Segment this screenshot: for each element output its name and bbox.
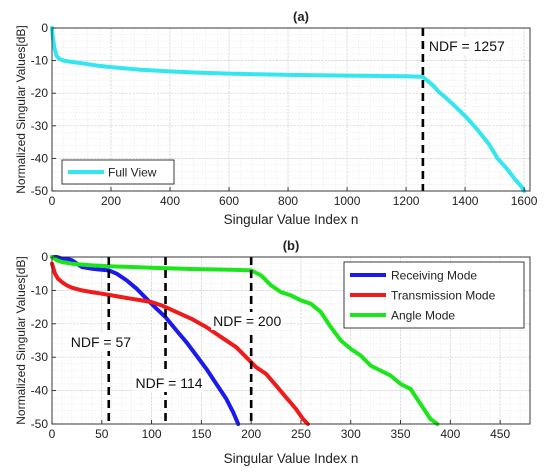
panel-b-series xyxy=(50,255,440,426)
ndf-1257-label-background xyxy=(426,37,507,55)
y-tick-label: -20 xyxy=(31,86,49,100)
panel-a-title: (a) xyxy=(293,9,309,24)
ndf-114-label-background xyxy=(133,374,205,392)
panel-a-legend: Full View xyxy=(61,159,175,185)
y-tick-label: 0 xyxy=(41,21,48,35)
ndf-1257-label: NDF = 1257 xyxy=(429,38,505,54)
x-tick-label: 200 xyxy=(241,427,261,441)
ndf-200-label-background xyxy=(211,312,284,330)
series-transmission-mode xyxy=(50,261,310,426)
x-tick-label: 200 xyxy=(101,194,121,208)
legend-label-angle-mode: Angle Mode xyxy=(391,309,455,323)
legend-label-full-view: Full View xyxy=(108,166,157,180)
panel-b-yticks: 0 -10 -20 -30 -40 -50 xyxy=(31,250,56,431)
ndf-200-label: NDF = 200 xyxy=(213,313,281,329)
x-tick-label: 800 xyxy=(278,194,298,208)
panel-a-plot-border xyxy=(51,27,531,192)
x-tick-label: 450 xyxy=(490,427,510,441)
panel-a-xticks: 0 200 400 600 800 1000 1200 1400 1600 xyxy=(49,187,538,208)
ndf-57-label: NDF = 57 xyxy=(71,334,132,350)
y-tick-label: -10 xyxy=(31,283,49,297)
y-tick-label: -20 xyxy=(31,317,49,331)
panel-a-x-axis-label: Singular Value Index n xyxy=(224,212,359,227)
legend-label-transmission-mode: Transmission Mode xyxy=(391,289,496,303)
panel-b-x-axis-label: Singular Value Index n xyxy=(224,451,359,466)
y-tick-label: -40 xyxy=(31,384,49,398)
x-tick-label: 1600 xyxy=(511,194,538,208)
series-receiving-mode xyxy=(50,255,241,426)
y-tick-label: 0 xyxy=(41,250,48,264)
x-tick-label: 350 xyxy=(391,427,411,441)
x-tick-label: 100 xyxy=(142,427,162,441)
x-tick-label: 0 xyxy=(49,194,56,208)
x-tick-label: 1200 xyxy=(393,194,420,208)
x-tick-label: 150 xyxy=(191,427,211,441)
panel-a-y-axis-label: Normalized Singular Values[dB] xyxy=(14,25,28,194)
x-tick-label: 600 xyxy=(219,194,239,208)
y-tick-label: -50 xyxy=(31,417,49,431)
panel-b-annotations: NDF = 57 NDF = 114 NDF = 200 xyxy=(68,257,284,424)
y-tick-label: -30 xyxy=(31,119,49,133)
panel-b-title: (b) xyxy=(283,238,300,253)
panel-b-plot-border xyxy=(51,256,531,425)
panel-a-series xyxy=(50,26,527,193)
panel-b-y-axis-label: Normalized Singular Values[dB] xyxy=(14,256,28,425)
x-tick-label: 1400 xyxy=(452,194,479,208)
x-tick-label: 1000 xyxy=(334,194,361,208)
x-tick-label: 0 xyxy=(49,427,56,441)
y-tick-label: -40 xyxy=(31,151,49,165)
y-tick-label: -30 xyxy=(31,350,49,364)
x-tick-label: 300 xyxy=(341,427,361,441)
y-tick-label: -50 xyxy=(31,184,49,198)
x-tick-label: 50 xyxy=(95,427,109,441)
panel-a: (a) NDF = 1257 0 200 400 600 800 1000 1200 1400… xyxy=(14,9,538,227)
series-angle-mode xyxy=(50,255,440,426)
panel-b: (b) NDF = 57 NDF = 114 NDF = 200 0 50 100 150… xyxy=(14,238,531,466)
x-tick-label: 400 xyxy=(160,194,180,208)
ndf-57-label-background xyxy=(68,333,134,351)
panel-b-legend: Receiving Mode Transmission Mode Angle M… xyxy=(343,261,525,329)
series-full-view xyxy=(50,26,527,193)
legend-label-receiving-mode: Receiving Mode xyxy=(391,269,477,283)
panel-b-xticks: 0 50 100 150 200 250 300 350 400 450 xyxy=(49,420,510,441)
y-tick-label: -10 xyxy=(31,54,49,68)
ndf-114-label: NDF = 114 xyxy=(136,375,203,391)
x-tick-label: 250 xyxy=(291,427,311,441)
x-tick-label: 400 xyxy=(440,427,460,441)
panel-a-annotations: NDF = 1257 xyxy=(421,28,507,191)
panel-a-yticks: 0 -10 -20 -30 -40 -50 xyxy=(31,21,56,198)
